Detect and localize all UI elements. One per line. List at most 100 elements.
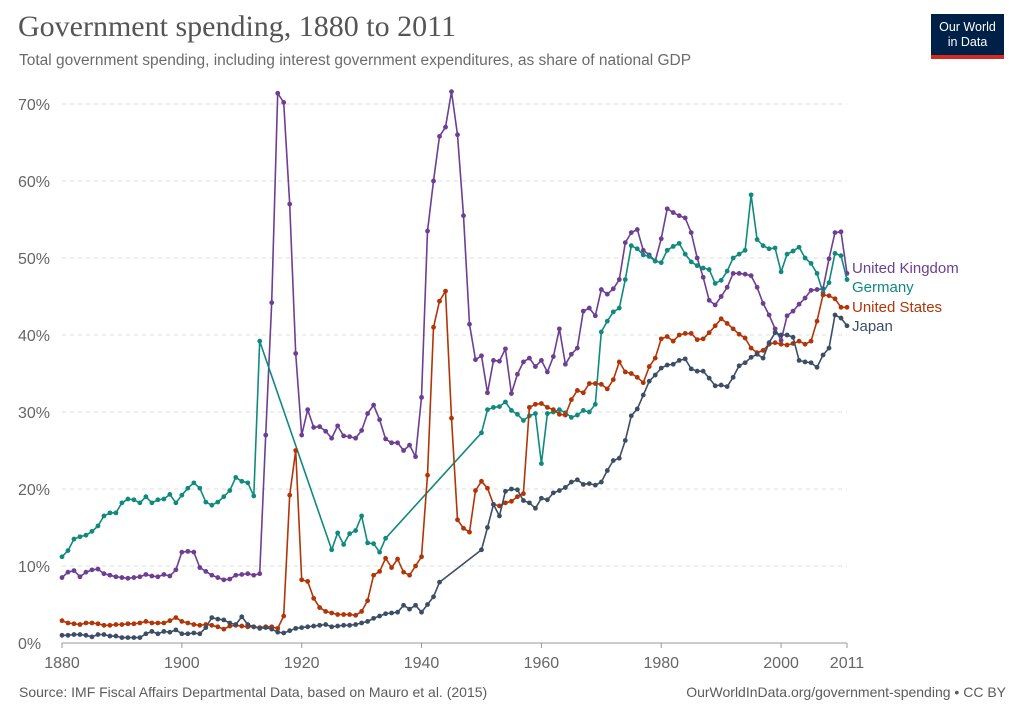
data-point[interactable] bbox=[778, 337, 784, 343]
data-point[interactable] bbox=[227, 576, 233, 582]
data-point[interactable] bbox=[149, 500, 155, 506]
data-point[interactable] bbox=[814, 318, 820, 324]
data-point[interactable] bbox=[646, 254, 652, 259]
data-point[interactable] bbox=[658, 365, 664, 371]
data-point[interactable] bbox=[580, 390, 586, 396]
data-point[interactable] bbox=[119, 575, 125, 580]
data-point[interactable] bbox=[808, 260, 814, 266]
data-point[interactable] bbox=[389, 610, 394, 616]
data-point[interactable] bbox=[161, 496, 167, 502]
data-point[interactable] bbox=[131, 621, 137, 627]
data-point[interactable] bbox=[844, 277, 850, 282]
credit-link[interactable]: OurWorldInData.org/government-spending •… bbox=[686, 684, 1006, 700]
data-point[interactable] bbox=[71, 621, 77, 627]
data-point[interactable] bbox=[95, 632, 101, 637]
data-point[interactable] bbox=[694, 263, 700, 269]
data-point[interactable] bbox=[760, 301, 766, 306]
data-point[interactable] bbox=[568, 479, 574, 485]
data-point[interactable] bbox=[113, 622, 119, 627]
data-point[interactable] bbox=[826, 345, 832, 351]
data-point[interactable] bbox=[263, 625, 269, 630]
data-point[interactable] bbox=[71, 536, 77, 542]
data-point[interactable] bbox=[473, 357, 478, 363]
data-point[interactable] bbox=[233, 572, 239, 578]
data-point[interactable] bbox=[185, 620, 191, 626]
data-point[interactable] bbox=[485, 525, 490, 530]
data-point[interactable] bbox=[784, 342, 790, 348]
series-line[interactable] bbox=[61, 290, 847, 630]
data-point[interactable] bbox=[503, 399, 508, 405]
data-point[interactable] bbox=[497, 358, 502, 364]
data-point[interactable] bbox=[772, 340, 778, 346]
data-point[interactable] bbox=[598, 329, 604, 335]
data-point[interactable] bbox=[95, 621, 101, 627]
series-line[interactable] bbox=[61, 90, 848, 581]
data-point[interactable] bbox=[544, 404, 550, 410]
data-point[interactable] bbox=[449, 89, 454, 95]
data-point[interactable] bbox=[467, 529, 472, 535]
data-point[interactable] bbox=[766, 246, 772, 252]
data-point[interactable] bbox=[305, 624, 311, 630]
data-point[interactable] bbox=[413, 563, 418, 569]
data-point[interactable] bbox=[89, 528, 95, 534]
data-point[interactable] bbox=[485, 390, 490, 396]
data-point[interactable] bbox=[347, 531, 353, 537]
data-point[interactable] bbox=[167, 573, 173, 579]
data-point[interactable] bbox=[706, 297, 712, 303]
data-point[interactable] bbox=[670, 338, 676, 344]
data-point[interactable] bbox=[167, 491, 173, 497]
data-point[interactable] bbox=[197, 622, 203, 628]
data-point[interactable] bbox=[479, 478, 484, 484]
data-point[interactable] bbox=[299, 577, 305, 583]
data-point[interactable] bbox=[137, 574, 143, 580]
data-point[interactable] bbox=[658, 260, 664, 266]
data-point[interactable] bbox=[197, 565, 203, 570]
data-point[interactable] bbox=[832, 250, 838, 256]
data-point[interactable] bbox=[796, 338, 802, 344]
data-point[interactable] bbox=[586, 409, 592, 415]
data-point[interactable] bbox=[59, 554, 65, 560]
data-point[interactable] bbox=[479, 547, 484, 553]
data-point[interactable] bbox=[173, 500, 179, 506]
data-point[interactable] bbox=[173, 567, 179, 573]
data-point[interactable] bbox=[616, 455, 622, 461]
data-point[interactable] bbox=[299, 625, 305, 630]
data-point[interactable] bbox=[173, 615, 179, 620]
data-point[interactable] bbox=[371, 402, 377, 408]
data-point[interactable] bbox=[287, 201, 293, 207]
data-point[interactable] bbox=[227, 488, 233, 493]
data-point[interactable] bbox=[365, 619, 371, 624]
data-point[interactable] bbox=[527, 500, 532, 506]
data-point[interactable] bbox=[371, 541, 377, 547]
data-point[interactable] bbox=[634, 246, 640, 252]
data-point[interactable] bbox=[365, 411, 371, 416]
data-point[interactable] bbox=[347, 612, 353, 617]
data-point[interactable] bbox=[179, 619, 185, 624]
data-point[interactable] bbox=[527, 404, 532, 410]
data-point[interactable] bbox=[712, 323, 718, 329]
data-point[interactable] bbox=[580, 308, 586, 314]
data-point[interactable] bbox=[455, 517, 460, 523]
data-point[interactable] bbox=[161, 629, 167, 634]
data-point[interactable] bbox=[215, 575, 221, 580]
data-point[interactable] bbox=[287, 492, 293, 498]
data-point[interactable] bbox=[730, 255, 736, 261]
data-point[interactable] bbox=[820, 292, 826, 298]
data-point[interactable] bbox=[485, 485, 490, 491]
data-point[interactable] bbox=[568, 351, 574, 357]
data-point[interactable] bbox=[544, 497, 550, 503]
data-point[interactable] bbox=[670, 244, 676, 249]
data-point[interactable] bbox=[239, 623, 245, 629]
data-point[interactable] bbox=[640, 392, 646, 398]
data-point[interactable] bbox=[167, 629, 173, 635]
data-point[interactable] bbox=[71, 568, 77, 574]
data-point[interactable] bbox=[185, 485, 191, 491]
data-point[interactable] bbox=[353, 435, 359, 441]
data-point[interactable] bbox=[245, 622, 251, 627]
series-line[interactable] bbox=[61, 194, 848, 558]
data-point[interactable] bbox=[125, 635, 131, 641]
data-point[interactable] bbox=[538, 461, 544, 466]
data-point[interactable] bbox=[401, 448, 406, 453]
data-point[interactable] bbox=[778, 332, 784, 338]
data-point[interactable] bbox=[491, 502, 496, 507]
